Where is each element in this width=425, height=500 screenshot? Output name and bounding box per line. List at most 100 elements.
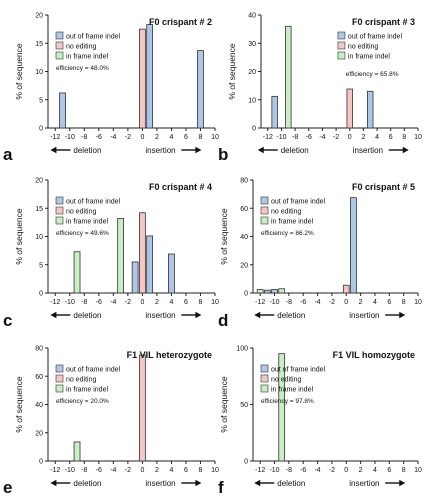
bar-out-of-frame xyxy=(59,92,66,129)
efficiency-annotation: efficiency = 20.0% xyxy=(56,398,109,405)
x-tick-label: -10 xyxy=(65,467,75,474)
bar-out-of-frame xyxy=(271,95,278,129)
y-tick-label: 20 xyxy=(35,430,43,437)
legend-label: no editing xyxy=(348,44,378,51)
x-tick-label: -10 xyxy=(269,299,279,306)
x-tick-label: 6 xyxy=(387,467,391,474)
bar-out-of-frame xyxy=(367,90,374,129)
x-tick-label: -4 xyxy=(110,299,116,306)
legend-swatch-out-of-frame xyxy=(337,31,346,40)
y-tick-label: 0 xyxy=(252,126,256,133)
y-tick-label: 60 xyxy=(240,206,248,213)
deletion-arrow-head xyxy=(254,479,261,487)
legend-label: in frame indel xyxy=(66,54,108,61)
bar-no-editing xyxy=(139,354,146,462)
legend-label: in frame indel xyxy=(66,387,108,394)
bar-out-of-frame xyxy=(350,197,357,294)
deletion-arrow-head xyxy=(50,479,57,487)
x-tick-label: 6 xyxy=(387,299,391,306)
x-tick-label: 2 xyxy=(155,299,159,306)
y-axis-label: % of sequence xyxy=(14,43,24,100)
legend-swatch-out-of-frame xyxy=(55,196,64,205)
x-tick-label: -12 xyxy=(255,299,265,306)
y-tick-label: 15 xyxy=(35,41,43,48)
insertion-arrow-head xyxy=(195,311,202,319)
legend-label: out of frame indel xyxy=(271,367,326,374)
bar-out-of-frame xyxy=(197,50,204,129)
x-tick-label: -4 xyxy=(110,467,116,474)
legend-swatch-out-of-frame xyxy=(260,364,269,373)
y-tick-label: 20 xyxy=(35,13,43,20)
y-tick-label: 0 xyxy=(244,459,248,466)
x-tick-label: 8 xyxy=(199,134,203,141)
x-tick-label: -6 xyxy=(300,467,306,474)
x-tick-label: 8 xyxy=(199,467,203,474)
legend: out of frame indel no editing in frame ind… xyxy=(260,364,326,394)
legend-label: out of frame indel xyxy=(348,34,403,41)
deletion-label: deletion xyxy=(73,479,101,488)
y-tick-label: 80 xyxy=(35,346,43,353)
x-tick-label: -12 xyxy=(50,134,60,141)
bar-out-of-frame xyxy=(264,289,271,294)
insertion-arrow-head xyxy=(195,146,202,154)
deletion-label: deletion xyxy=(73,311,101,320)
legend-label: in frame indel xyxy=(348,54,390,61)
x-tick-label: -2 xyxy=(125,467,131,474)
insertion-label: insertion xyxy=(145,146,175,155)
x-tick-label: 6 xyxy=(184,467,188,474)
x-tick-label: -12 xyxy=(255,467,265,474)
x-tick-label: -6 xyxy=(96,299,102,306)
legend-swatch-in-frame xyxy=(260,216,269,225)
y-tick-label: 40 xyxy=(248,13,256,20)
legend: out of frame indel no editing in frame ind… xyxy=(55,364,121,394)
bar-in-frame xyxy=(278,353,286,462)
x-tick-label: 10 xyxy=(211,134,219,141)
x-tick-label: 4 xyxy=(373,299,377,306)
x-tick-label: -12 xyxy=(263,134,273,141)
x-tick-label: 10 xyxy=(414,299,422,306)
legend-swatch-in-frame xyxy=(55,216,64,225)
x-tick-label: 0 xyxy=(140,134,144,141)
x-tick-label: 0 xyxy=(344,467,348,474)
insertion-label: insertion xyxy=(353,146,383,155)
chart-panel-d: 0 20 40 60 80 -12 -10 -8 -6 -4 -2 0 2 4 6 8 10 % of seque… xyxy=(218,178,422,331)
legend: out of frame indel no editing in frame ind… xyxy=(55,31,121,61)
y-axis-label: % of sequence xyxy=(227,43,237,100)
bar-out-of-frame xyxy=(146,235,154,294)
x-tick-label: 4 xyxy=(169,134,173,141)
x-tick-label: -2 xyxy=(125,134,131,141)
bar-no-editing xyxy=(139,28,146,129)
bar-out-of-frame xyxy=(168,253,175,294)
legend-swatch-in-frame xyxy=(260,384,269,393)
x-tick-label: 2 xyxy=(359,467,363,474)
x-tick-label: -4 xyxy=(319,134,325,141)
chart-title: F0 crispant # 5 xyxy=(352,182,415,192)
y-tick-label: 20 xyxy=(248,69,256,76)
y-axis-label: % of sequence xyxy=(14,376,24,433)
legend-label: out of frame indel xyxy=(271,199,326,206)
legend: out of frame indel no editing in frame ind… xyxy=(55,196,121,226)
chart-panel-e: 0 20 40 60 80 -12 -10 -8 -6 -4 -2 0 2 4 6 8 10 % of seque… xyxy=(3,346,219,498)
panel-letter: f xyxy=(218,478,224,497)
chart-title: F0 crispant # 4 xyxy=(149,182,212,192)
efficiency-annotation: efficiency = 86.2% xyxy=(261,230,314,237)
y-tick-label: 30 xyxy=(248,41,256,48)
insertion-arrow-head xyxy=(399,479,406,487)
x-tick-label: 2 xyxy=(155,467,159,474)
y-tick-label: 50 xyxy=(240,402,248,409)
x-tick-label: 4 xyxy=(169,467,173,474)
x-tick-label: -2 xyxy=(329,467,335,474)
x-tick-label: -6 xyxy=(306,134,312,141)
chart-title: F1 VIL heterozygote xyxy=(127,350,212,360)
efficiency-annotation: efficiency = 65.8% xyxy=(346,71,399,78)
x-tick-label: -8 xyxy=(286,467,292,474)
x-tick-label: 0 xyxy=(140,299,144,306)
deletion-label: deletion xyxy=(277,311,305,320)
deletion-label: deletion xyxy=(277,479,305,488)
bar-no-editing xyxy=(346,88,353,129)
x-tick-label: 2 xyxy=(361,134,365,141)
x-tick-label: 0 xyxy=(344,299,348,306)
y-tick-label: 10 xyxy=(248,97,256,104)
x-tick-label: -4 xyxy=(314,299,320,306)
legend-swatch-in-frame xyxy=(337,51,346,60)
